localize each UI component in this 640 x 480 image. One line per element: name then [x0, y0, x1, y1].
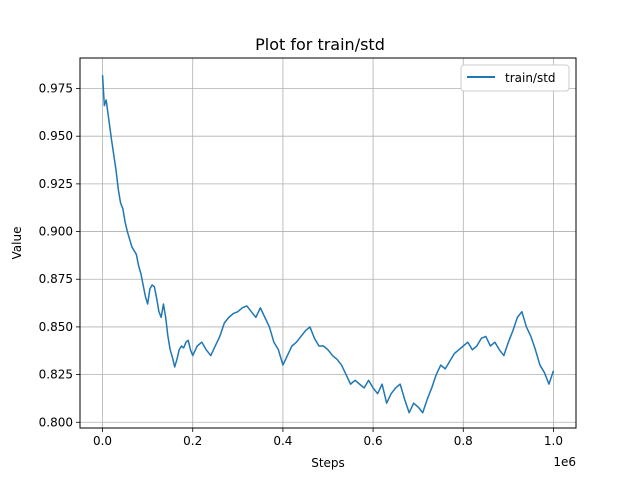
y-tick-label: 0.975: [39, 82, 73, 96]
x-tick-label: 0.2: [183, 434, 202, 448]
y-tick-label: 0.925: [39, 177, 73, 191]
x-axis: 0.0 0.2 0.4 0.6 0.8 1.0: [93, 428, 563, 448]
y-tick-label: 0.875: [39, 272, 73, 286]
y-tick-label: 0.825: [39, 368, 73, 382]
x-tick-label: 1.0: [544, 434, 563, 448]
legend-box: [460, 64, 570, 92]
x-tick-label: 0.4: [273, 434, 292, 448]
x-axis-label: Steps: [311, 456, 345, 470]
y-tick-label: 0.850: [39, 320, 73, 334]
x-axis-offset-label: 1e6: [553, 455, 576, 469]
chart-title: Plot for train/std: [255, 35, 385, 54]
grid: [80, 58, 576, 428]
y-axis: 0.800 0.825 0.850 0.875 0.900 0.925 0.950 0.975: [39, 82, 80, 429]
legend-label: train/std: [505, 71, 556, 85]
x-tick-label: 0.6: [364, 434, 383, 448]
plot-frame: [79, 57, 577, 429]
y-tick-label: 0.900: [39, 225, 73, 239]
y-tick-label: 0.950: [39, 129, 73, 143]
series-layer: [101, 75, 555, 414]
x-tick-label: 0.8: [454, 434, 473, 448]
series-line-train-std: [101, 75, 555, 414]
y-tick-label: 0.800: [39, 415, 73, 429]
y-axis-label: Value: [10, 227, 24, 260]
legend: train/std: [460, 64, 570, 92]
x-tick-label: 0.0: [93, 434, 112, 448]
